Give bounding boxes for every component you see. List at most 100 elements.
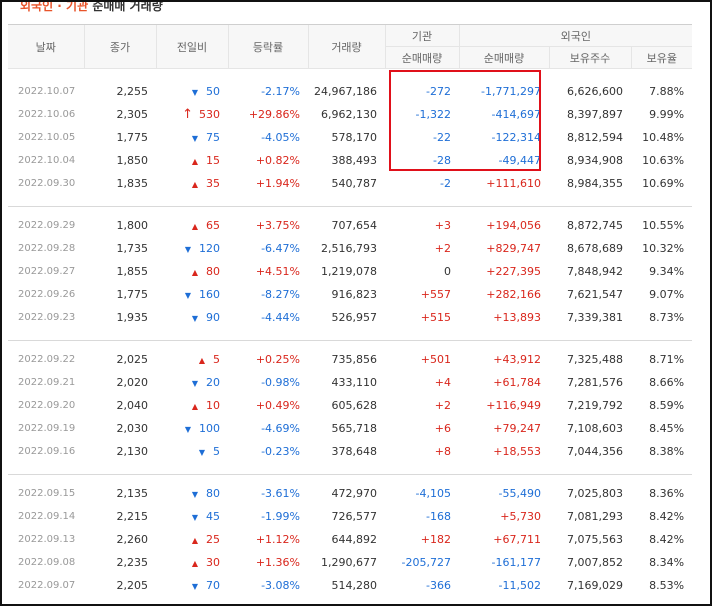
cell-date: 2022.10.07 bbox=[18, 85, 76, 97]
cell-volume: 6,962,130 bbox=[321, 107, 377, 121]
change-value: 75 bbox=[206, 130, 220, 144]
table-row: 2022.09.29 1,800 ▲ 65 +3.75% 707,654 +3 +194,05… bbox=[8, 214, 692, 237]
row-spacer bbox=[8, 596, 693, 604]
change-value: 5 bbox=[213, 444, 220, 458]
cell-change: ▲ 15 bbox=[156, 149, 228, 172]
cell-volume: 726,577 bbox=[331, 509, 378, 523]
cell-ratio: 8.59% bbox=[649, 398, 685, 412]
cell-close: 2,205 bbox=[116, 578, 149, 592]
cell-change: ▲ 65 bbox=[156, 214, 228, 237]
cell-inst-net: -366 bbox=[426, 578, 451, 592]
down-triangle-icon: ▼ bbox=[184, 290, 191, 300]
cell-change: ▼ 70 bbox=[156, 574, 228, 597]
cell-date: 2022.09.27 bbox=[18, 265, 76, 277]
cell-rate: -6.47% bbox=[261, 241, 300, 255]
table-row: 2022.10.04 1,850 ▲ 15 +0.82% 388,493 -28 -49,44… bbox=[8, 149, 692, 172]
cell-date: 2022.09.21 bbox=[18, 376, 76, 388]
cell-holdings: 7,219,792 bbox=[567, 398, 623, 412]
header-close: 종가 bbox=[83, 24, 156, 69]
table-row: 2022.10.07 2,255 ▼ 50 -2.17% 24,967,186 -272 -1… bbox=[8, 80, 692, 103]
cell-holdings: 7,281,576 bbox=[567, 375, 623, 389]
cell-foreign-net: -161,177 bbox=[491, 555, 541, 569]
table-row: 2022.09.19 2,030 ▼ 100 -4.69% 565,718 +6 +79,24… bbox=[8, 417, 692, 440]
down-triangle-icon: ▼ bbox=[191, 512, 198, 522]
section-title-text: 순매매 거래량 bbox=[92, 0, 163, 13]
cell-volume: 605,628 bbox=[331, 398, 378, 412]
cell-inst-net: +2 bbox=[434, 398, 451, 412]
cell-rate: +0.49% bbox=[255, 398, 300, 412]
change-value: 70 bbox=[206, 578, 220, 592]
cell-inst-net: +501 bbox=[420, 352, 451, 366]
table-row: 2022.10.05 1,775 ▼ 75 -4.05% 578,170 -22 -122,3… bbox=[8, 126, 692, 149]
cell-change: ▼ 90 bbox=[156, 306, 228, 329]
table-row: 2022.09.27 1,855 ▲ 80 +4.51% 1,219,078 0 +227,3… bbox=[8, 260, 692, 283]
spacer-cell bbox=[8, 596, 693, 604]
cell-foreign-net: +829,747 bbox=[486, 241, 541, 255]
header-holdings: 보유주수 bbox=[548, 46, 631, 69]
cell-date: 2022.10.06 bbox=[18, 108, 76, 120]
cell-change: ▲ 30 bbox=[156, 551, 228, 574]
spacer-cell bbox=[8, 194, 693, 207]
table-row: 2022.09.08 2,235 ▲ 30 +1.36% 1,290,677 -205,72… bbox=[8, 551, 692, 574]
cell-date: 2022.09.26 bbox=[18, 288, 76, 300]
cell-ratio: 9.99% bbox=[649, 107, 685, 121]
change-value: 20 bbox=[206, 375, 220, 389]
up-triangle-icon: ▲ bbox=[191, 221, 198, 231]
cell-close: 1,935 bbox=[116, 310, 149, 324]
cell-ratio: 8.53% bbox=[649, 578, 685, 592]
cell-rate: -4.05% bbox=[261, 130, 300, 144]
cell-date: 2022.09.23 bbox=[18, 311, 76, 323]
down-triangle-icon: ▼ bbox=[184, 424, 191, 434]
cell-foreign-net: -1,771,297 bbox=[481, 84, 541, 98]
cell-volume: 644,892 bbox=[331, 532, 378, 546]
up-triangle-icon: ▲ bbox=[191, 179, 198, 189]
cell-holdings: 7,108,603 bbox=[567, 421, 623, 435]
cell-holdings: 7,007,852 bbox=[567, 555, 623, 569]
cell-change: ▼ 20 bbox=[156, 371, 228, 394]
spacer-cell bbox=[8, 341, 692, 348]
investor-trading-table: 날짜 종가 전일비 등락률 거래량 기관 외국인 순매매량 순매매량 보유주수 … bbox=[8, 24, 693, 604]
cell-date: 2022.09.29 bbox=[18, 219, 76, 231]
cell-close: 2,305 bbox=[116, 107, 149, 121]
cell-change: ▲ 35 bbox=[156, 172, 228, 195]
cell-inst-net: +557 bbox=[420, 287, 451, 301]
cell-rate: -1.99% bbox=[261, 509, 300, 523]
cell-holdings: 7,848,942 bbox=[567, 264, 623, 278]
cell-holdings: 7,339,381 bbox=[567, 310, 623, 324]
cell-date: 2022.09.28 bbox=[18, 242, 76, 254]
table-body: 2022.10.07 2,255 ▼ 50 -2.17% 24,967,186 -272 -1… bbox=[8, 69, 693, 604]
cell-close: 2,030 bbox=[116, 421, 149, 435]
cell-volume: 526,957 bbox=[331, 310, 378, 324]
cell-change: ▼ 80 bbox=[156, 482, 228, 505]
cell-close: 1,835 bbox=[116, 176, 149, 190]
cell-inst-net: -1,322 bbox=[415, 107, 451, 121]
header-institution: 기관 bbox=[384, 24, 459, 47]
cell-close: 1,775 bbox=[116, 130, 149, 144]
cell-date: 2022.09.08 bbox=[18, 556, 76, 568]
cell-date: 2022.09.15 bbox=[18, 487, 76, 499]
cell-change: ▼ 5 bbox=[156, 440, 228, 463]
table-row: 2022.10.06 2,305 ↑ 530 +29.86% 6,962,130 -1,32… bbox=[8, 103, 692, 126]
cell-change: ▼ 50 bbox=[156, 80, 228, 103]
cell-volume: 707,654 bbox=[331, 218, 378, 232]
cell-rate: -3.61% bbox=[261, 486, 300, 500]
change-value: 100 bbox=[199, 421, 220, 435]
cell-change: ▲ 25 bbox=[156, 528, 228, 551]
cell-volume: 2,516,793 bbox=[321, 241, 377, 255]
cell-inst-net: +4 bbox=[434, 375, 451, 389]
header-ratio: 보유율 bbox=[630, 46, 693, 69]
cell-inst-net: +182 bbox=[420, 532, 451, 546]
down-triangle-icon: ▼ bbox=[184, 244, 191, 254]
cell-ratio: 8.34% bbox=[649, 555, 685, 569]
cell-foreign-net: +79,247 bbox=[493, 421, 541, 435]
up-triangle-icon: ▲ bbox=[191, 401, 198, 411]
cell-ratio: 8.38% bbox=[649, 444, 685, 458]
cell-ratio: 8.42% bbox=[649, 532, 685, 546]
cell-date: 2022.09.16 bbox=[18, 445, 76, 457]
cell-ratio: 10.32% bbox=[642, 241, 685, 255]
table-row: 2022.09.16 2,130 ▼ 5 -0.23% 378,648 +8 +18,553 7… bbox=[8, 440, 692, 463]
cell-inst-net: +8 bbox=[434, 444, 451, 458]
cell-inst-net: -28 bbox=[433, 153, 451, 167]
cell-close: 2,215 bbox=[116, 509, 149, 523]
cell-close: 2,235 bbox=[116, 555, 149, 569]
